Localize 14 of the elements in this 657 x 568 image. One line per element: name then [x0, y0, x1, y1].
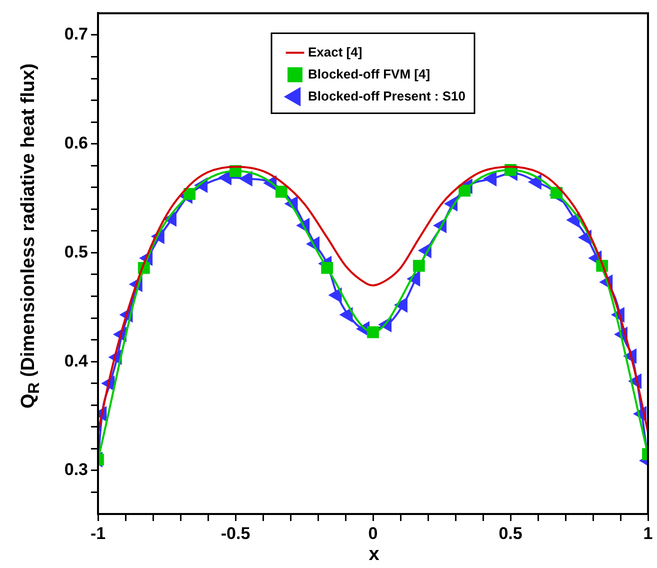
legend-label: Exact [4]: [308, 44, 362, 60]
legend-label: Blocked-off FVM [4]: [308, 66, 430, 82]
y-tick-label: 0.7: [64, 24, 88, 44]
x-tick-label: -1: [90, 524, 106, 543]
y-tick-label: 0.4: [64, 351, 89, 370]
x-axis-title: x: [368, 544, 380, 566]
y-tick-label: 0.5: [64, 242, 88, 262]
x-tick-label: 0: [368, 524, 378, 543]
legend-label: Blocked-off Present : S10: [308, 88, 466, 104]
x-tick-label: 0.5: [498, 524, 522, 543]
x-tick-label: 1: [643, 524, 653, 543]
y-tick-label: 0.3: [64, 460, 88, 480]
y-tick-label: 0.6: [64, 134, 88, 153]
x-tick-label: -0.5: [220, 524, 250, 543]
